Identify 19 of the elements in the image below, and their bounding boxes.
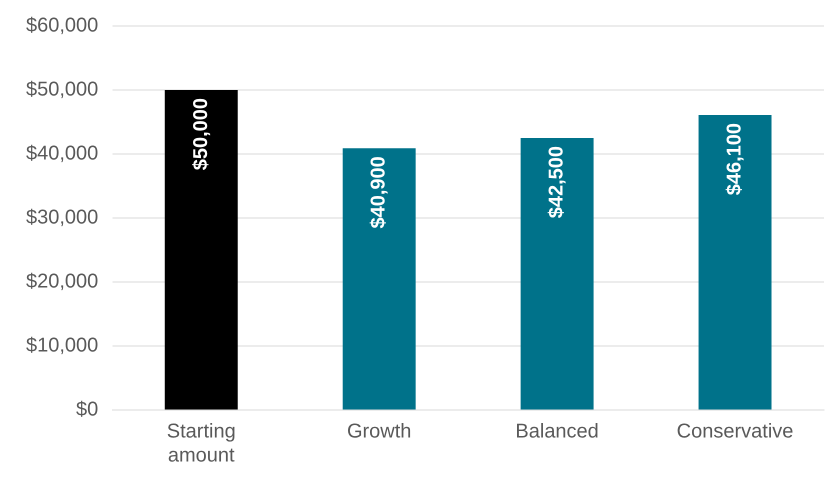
data-label: $46,100 (724, 122, 746, 196)
y-tick-label: $50,000 (26, 78, 98, 101)
x-tick-label: Conservative (676, 420, 794, 443)
bar (520, 138, 594, 410)
y-tick-label: $30,000 (26, 206, 98, 229)
y-tick-label: $60,000 (26, 14, 98, 37)
bar (164, 90, 238, 410)
x-tick-label: Starting amount (166, 420, 236, 467)
y-tick-label: $40,000 (26, 142, 98, 165)
bar (342, 148, 416, 410)
y-tick-label: $0 (76, 398, 98, 421)
y-tick-label: $20,000 (26, 270, 98, 293)
data-label: $50,000 (190, 98, 212, 170)
data-label: $42,500 (546, 146, 568, 218)
x-tick-label: Balanced (515, 420, 599, 443)
data-label: $40,900 (368, 156, 390, 229)
x-tick-label: Growth (346, 420, 412, 443)
y-tick-label: $10,000 (26, 334, 98, 357)
bar (698, 114, 772, 410)
